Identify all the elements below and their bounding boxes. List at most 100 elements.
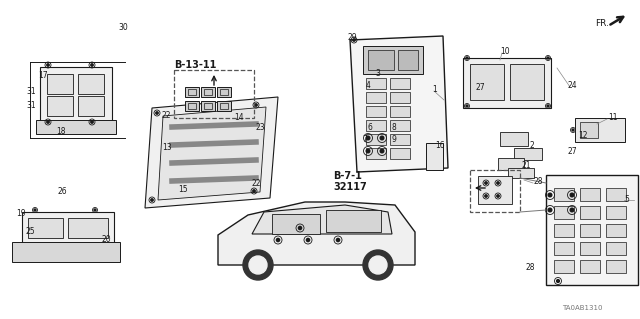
Bar (514, 148, 542, 160)
Polygon shape (145, 97, 278, 208)
Text: 16: 16 (435, 142, 445, 151)
Bar (546, 175, 638, 285)
Bar (185, 87, 199, 97)
Bar (463, 58, 551, 108)
Bar (554, 260, 574, 273)
Circle shape (369, 256, 387, 274)
Bar (606, 188, 626, 201)
Bar (398, 50, 418, 70)
Text: 25: 25 (26, 227, 36, 236)
Text: 10: 10 (500, 48, 509, 56)
Text: 17: 17 (38, 71, 47, 80)
Text: 28: 28 (533, 177, 543, 187)
Text: 6: 6 (367, 123, 372, 132)
Text: 3: 3 (375, 70, 380, 78)
Bar (580, 122, 598, 138)
Text: 7: 7 (362, 136, 367, 145)
Circle shape (466, 105, 468, 107)
Circle shape (79, 245, 81, 247)
Bar (580, 224, 600, 237)
Bar (554, 188, 574, 201)
Text: 1: 1 (432, 85, 436, 94)
Bar (68, 218, 108, 238)
Circle shape (353, 39, 355, 41)
Bar (78, 96, 104, 116)
Text: 20: 20 (102, 235, 111, 244)
Text: 26: 26 (58, 188, 68, 197)
Bar (470, 64, 504, 100)
Bar (366, 148, 386, 159)
Text: 11: 11 (608, 114, 618, 122)
Circle shape (255, 104, 257, 106)
Text: TA0AB1310: TA0AB1310 (562, 305, 602, 311)
Circle shape (151, 199, 153, 201)
Circle shape (253, 190, 255, 192)
Bar (220, 103, 228, 109)
Circle shape (557, 279, 559, 282)
Bar (47, 74, 73, 94)
Bar (554, 224, 574, 237)
Circle shape (572, 129, 574, 131)
Text: 4: 4 (366, 81, 371, 91)
Polygon shape (350, 36, 448, 172)
Bar (188, 89, 196, 95)
Circle shape (570, 193, 574, 197)
Text: 23: 23 (256, 123, 266, 132)
Circle shape (47, 64, 49, 66)
Circle shape (337, 238, 340, 241)
Bar (500, 132, 528, 146)
Circle shape (366, 136, 370, 140)
Circle shape (547, 105, 549, 107)
Bar (204, 89, 212, 95)
Text: 22: 22 (252, 179, 262, 188)
Bar (498, 158, 524, 170)
Text: 8: 8 (392, 123, 397, 132)
Text: FR.: FR. (595, 19, 609, 28)
Polygon shape (252, 205, 392, 234)
Bar (174, 70, 254, 118)
Bar (580, 188, 600, 201)
Bar (22, 212, 114, 244)
Bar (204, 103, 212, 109)
Bar (366, 78, 386, 89)
Bar (580, 206, 600, 219)
Text: 14: 14 (234, 114, 244, 122)
Text: 2: 2 (530, 140, 535, 150)
Text: 31: 31 (26, 100, 36, 109)
Bar (606, 224, 626, 237)
Circle shape (547, 57, 549, 59)
Bar (606, 242, 626, 255)
Bar (217, 101, 231, 111)
Bar (366, 134, 386, 145)
Circle shape (307, 238, 310, 241)
Bar (363, 46, 423, 74)
Circle shape (91, 121, 93, 123)
Text: 27: 27 (568, 147, 578, 157)
Bar (40, 67, 112, 125)
Text: 27: 27 (476, 83, 486, 92)
Bar (470, 170, 520, 212)
Bar (366, 92, 386, 103)
Bar (272, 214, 320, 234)
Circle shape (94, 209, 96, 211)
Bar (390, 78, 410, 89)
Text: 22: 22 (161, 112, 170, 121)
Bar (510, 64, 544, 100)
Text: B-13-11: B-13-11 (174, 60, 216, 70)
Text: 21: 21 (522, 160, 531, 169)
Circle shape (156, 112, 158, 114)
Bar (220, 89, 228, 95)
Circle shape (570, 208, 574, 212)
Circle shape (380, 149, 384, 153)
Bar (366, 120, 386, 131)
Bar (554, 242, 574, 255)
Text: 28: 28 (525, 263, 534, 271)
Bar (426, 143, 443, 170)
Bar (368, 50, 394, 70)
Bar (508, 168, 534, 178)
Circle shape (485, 195, 487, 197)
Bar (28, 218, 63, 238)
Text: B-7-1: B-7-1 (333, 171, 362, 181)
Bar (390, 92, 410, 103)
Text: 19: 19 (16, 209, 26, 218)
